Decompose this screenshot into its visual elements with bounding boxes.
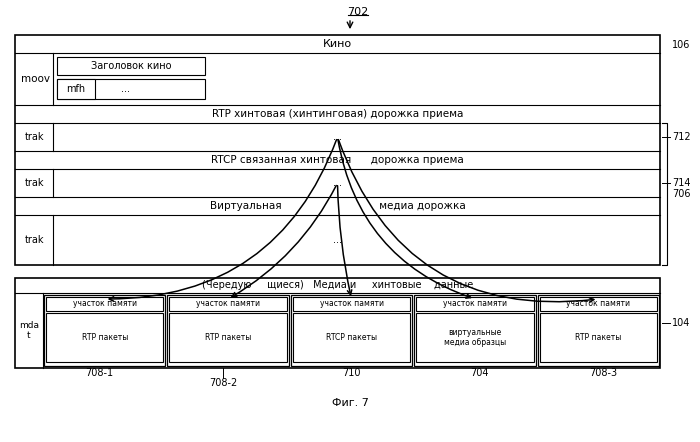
Bar — [167, 295, 289, 366]
Text: ...: ... — [333, 132, 342, 142]
Text: Заголовок кино: Заголовок кино — [91, 61, 172, 71]
Text: RTP пакеты: RTP пакеты — [82, 333, 128, 342]
Text: участок памяти: участок памяти — [319, 300, 384, 309]
Text: trak: trak — [25, 132, 45, 142]
Bar — [57, 79, 95, 99]
Text: участок памяти: участок памяти — [196, 300, 260, 309]
Bar — [414, 295, 536, 366]
Text: 706: 706 — [672, 189, 690, 199]
Text: Кино: Кино — [323, 39, 352, 49]
Bar — [44, 295, 165, 366]
Bar — [416, 313, 533, 362]
Bar — [57, 57, 205, 75]
Text: 106: 106 — [672, 40, 690, 50]
Text: 704: 704 — [470, 368, 489, 378]
Bar — [15, 35, 660, 265]
Bar — [538, 295, 659, 366]
Bar — [290, 295, 412, 366]
Text: RTCP пакеты: RTCP пакеты — [326, 333, 377, 342]
Bar — [540, 313, 657, 362]
Text: Фиг. 7: Фиг. 7 — [332, 398, 368, 408]
Text: 708-3: 708-3 — [589, 368, 617, 378]
Text: 714: 714 — [672, 178, 690, 188]
Text: trak: trak — [25, 178, 45, 188]
Text: RTP пакеты: RTP пакеты — [205, 333, 251, 342]
Bar — [540, 297, 657, 311]
Bar — [46, 313, 163, 362]
Bar — [15, 278, 660, 368]
Text: (Чередую     щиеся)   Медиа и     хинтовые    данные: (Чередую щиеся) Медиа и хинтовые данные — [202, 281, 473, 290]
Text: 712: 712 — [672, 132, 691, 142]
Text: участок памяти: участок памяти — [443, 300, 507, 309]
Text: 708-2: 708-2 — [209, 378, 237, 388]
Bar — [416, 297, 533, 311]
Bar — [169, 313, 287, 362]
Text: ...: ... — [120, 84, 130, 94]
Text: 702: 702 — [347, 7, 369, 17]
Text: Виртуальная                              медиа дорожка: Виртуальная медиа дорожка — [209, 201, 466, 211]
Text: 710: 710 — [342, 368, 360, 378]
Bar — [57, 79, 205, 99]
Text: виртуальные
медиа образцы: виртуальные медиа образцы — [444, 328, 506, 347]
Text: 708-1: 708-1 — [85, 368, 114, 378]
Text: RTCP связанная хинтовая      дорожка приема: RTCP связанная хинтовая дорожка приема — [211, 155, 464, 165]
Text: 104: 104 — [672, 318, 690, 328]
Bar — [46, 297, 163, 311]
Text: mda
t: mda t — [19, 321, 39, 340]
Text: ...: ... — [333, 235, 342, 245]
Text: trak: trak — [25, 235, 45, 245]
Text: ...: ... — [333, 178, 342, 188]
Bar — [169, 297, 287, 311]
Text: участок памяти: участок памяти — [566, 300, 630, 309]
Text: RTP хинтовая (хинтинговая) дорожка приема: RTP хинтовая (хинтинговая) дорожка прием… — [212, 109, 463, 119]
Text: RTP пакеты: RTP пакеты — [575, 333, 622, 342]
Bar — [293, 313, 410, 362]
Bar — [293, 297, 410, 311]
Text: участок памяти: участок памяти — [73, 300, 136, 309]
Text: moov: moov — [20, 74, 50, 84]
Text: mfh: mfh — [66, 84, 85, 94]
